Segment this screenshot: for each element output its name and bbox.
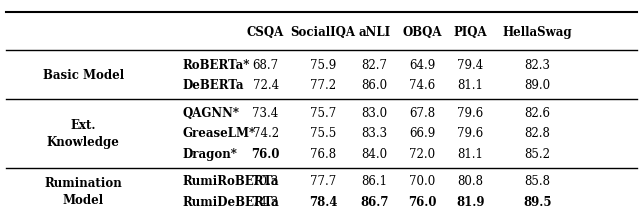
Text: CSQA: CSQA — [247, 26, 284, 39]
Text: 67.8: 67.8 — [410, 107, 435, 120]
Text: HellaSwag: HellaSwag — [503, 26, 572, 39]
Text: 79.6: 79.6 — [457, 127, 484, 140]
Text: 82.8: 82.8 — [525, 127, 550, 140]
Text: 75.7: 75.7 — [310, 107, 337, 120]
Text: Dragon*: Dragon* — [182, 147, 237, 160]
Text: 83.0: 83.0 — [362, 107, 387, 120]
Text: Rumination
Model: Rumination Model — [44, 177, 122, 206]
Text: 77.7: 77.7 — [310, 175, 337, 188]
Text: 81.9: 81.9 — [456, 196, 484, 206]
Text: 80.8: 80.8 — [458, 175, 483, 188]
Text: SocialIQA: SocialIQA — [291, 26, 356, 39]
Text: 89.5: 89.5 — [524, 196, 552, 206]
Text: 76.0: 76.0 — [252, 147, 280, 160]
Text: 73.4: 73.4 — [252, 107, 279, 120]
Text: 68.7: 68.7 — [253, 59, 278, 71]
Text: RumiRoBERTa: RumiRoBERTa — [182, 175, 279, 188]
Text: Ext.
Knowledge: Ext. Knowledge — [47, 119, 120, 149]
Text: 72.0: 72.0 — [410, 147, 435, 160]
Text: 86.0: 86.0 — [362, 79, 387, 92]
Text: 86.7: 86.7 — [360, 196, 388, 206]
Text: QAGNN*: QAGNN* — [182, 107, 239, 120]
Text: 84.0: 84.0 — [362, 147, 387, 160]
Text: 82.7: 82.7 — [362, 59, 387, 71]
Text: 64.9: 64.9 — [409, 59, 436, 71]
Text: 74.2: 74.2 — [253, 127, 278, 140]
Text: 76.8: 76.8 — [310, 147, 336, 160]
Text: RoBERTa*: RoBERTa* — [182, 59, 250, 71]
Text: 70.3: 70.3 — [252, 175, 279, 188]
Text: 74.6: 74.6 — [409, 79, 436, 92]
Text: PIQA: PIQA — [454, 26, 487, 39]
Text: 74.3: 74.3 — [252, 196, 279, 206]
Text: 85.2: 85.2 — [525, 147, 550, 160]
Text: 82.6: 82.6 — [525, 107, 550, 120]
Text: 82.3: 82.3 — [525, 59, 550, 71]
Text: 70.0: 70.0 — [409, 175, 436, 188]
Text: 76.0: 76.0 — [408, 196, 436, 206]
Text: GreaseLM*: GreaseLM* — [182, 127, 255, 140]
Text: aNLI: aNLI — [358, 26, 390, 39]
Text: 81.1: 81.1 — [458, 79, 483, 92]
Text: 72.4: 72.4 — [253, 79, 278, 92]
Text: DeBERTa: DeBERTa — [182, 79, 244, 92]
Text: 75.5: 75.5 — [310, 127, 337, 140]
Text: 81.1: 81.1 — [458, 147, 483, 160]
Text: 78.4: 78.4 — [309, 196, 337, 206]
Text: 77.2: 77.2 — [310, 79, 336, 92]
Text: 86.1: 86.1 — [362, 175, 387, 188]
Text: 75.9: 75.9 — [310, 59, 337, 71]
Text: OBQA: OBQA — [403, 26, 442, 39]
Text: 66.9: 66.9 — [409, 127, 436, 140]
Text: Basic Model: Basic Model — [43, 69, 124, 82]
Text: 83.3: 83.3 — [362, 127, 387, 140]
Text: 85.8: 85.8 — [525, 175, 550, 188]
Text: 79.6: 79.6 — [457, 107, 484, 120]
Text: 89.0: 89.0 — [525, 79, 550, 92]
Text: 79.4: 79.4 — [457, 59, 484, 71]
Text: RumiDeBERTa: RumiDeBERTa — [182, 196, 279, 206]
